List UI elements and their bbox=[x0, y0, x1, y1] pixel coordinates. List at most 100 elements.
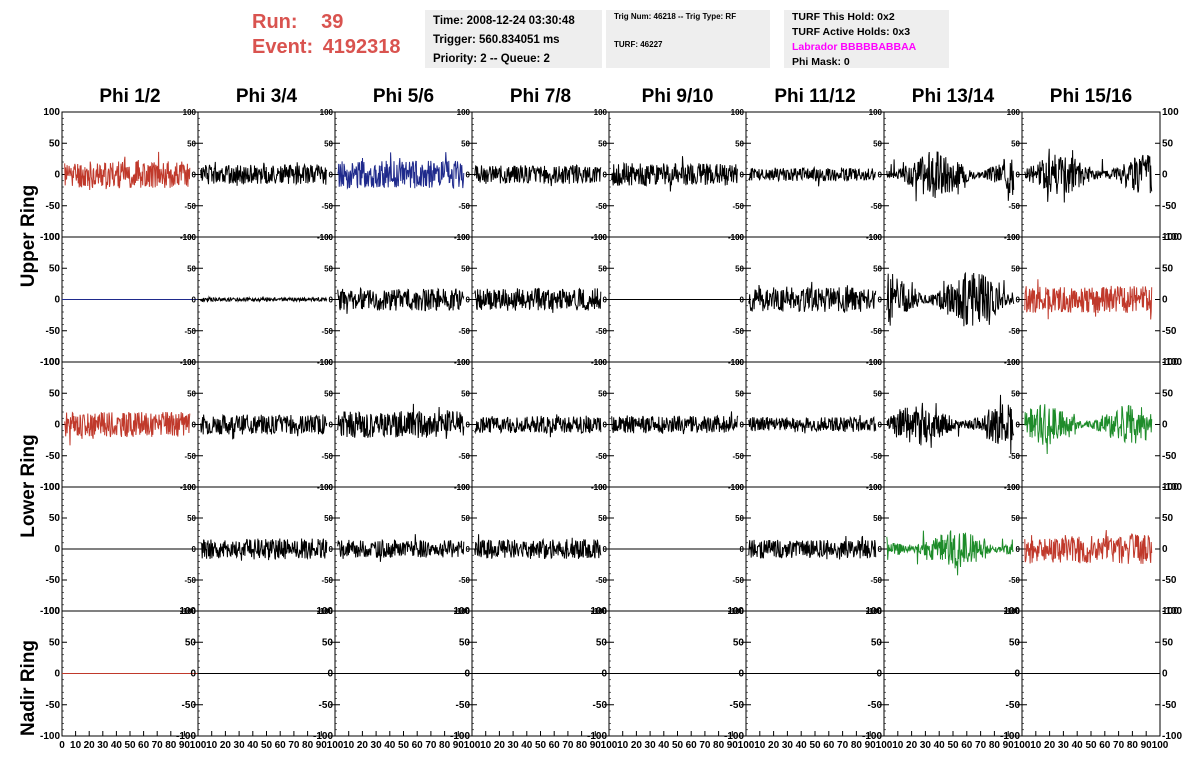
y-tick-label: 50 bbox=[1162, 513, 1174, 524]
turf-info-box: TURF This Hold: 0x2 TURF Active Holds: 0… bbox=[784, 10, 949, 68]
y-tick-label: 100 bbox=[594, 358, 608, 367]
turf-hold-text: TURF This Hold: 0x2 bbox=[792, 11, 895, 23]
y-tick-label: 50 bbox=[49, 263, 61, 274]
x-tick-label: 20 bbox=[494, 740, 506, 751]
x-tick-label: 100 bbox=[1152, 740, 1169, 751]
y-tick-label: 0 bbox=[740, 296, 745, 305]
y-tick-label: 50 bbox=[324, 264, 333, 273]
x-tick-label: 80 bbox=[302, 740, 314, 751]
x-tick-label: 10 bbox=[1030, 740, 1042, 751]
y-tick-label: 50 bbox=[735, 139, 744, 148]
y-tick-label: 100 bbox=[869, 358, 883, 367]
waveform-trace bbox=[337, 152, 465, 190]
y-tick-label: -100 bbox=[866, 483, 883, 492]
waveform-trace bbox=[1024, 404, 1153, 455]
y-tick-label: 0 bbox=[878, 421, 883, 430]
x-tick-label: 70 bbox=[152, 740, 164, 751]
x-tick-label: 20 bbox=[906, 740, 918, 751]
x-tick-label: 40 bbox=[796, 740, 808, 751]
y-tick-label: 100 bbox=[316, 606, 333, 617]
y-tick-label: 100 bbox=[1162, 606, 1179, 617]
y-tick-label: 50 bbox=[49, 138, 61, 149]
y-tick-label: 100 bbox=[43, 482, 60, 493]
y-tick-label: -100 bbox=[866, 233, 883, 242]
y-tick-label: 100 bbox=[865, 606, 882, 617]
y-tick-label: 50 bbox=[49, 637, 61, 648]
x-tick-label: 0 bbox=[59, 740, 65, 751]
y-tick-label: 0 bbox=[329, 545, 334, 554]
y-tick-label: -100 bbox=[317, 483, 334, 492]
turf-text: TURF: 46227 bbox=[614, 40, 663, 49]
y-tick-label: -100 bbox=[591, 483, 608, 492]
x-tick-label: 30 bbox=[508, 740, 520, 751]
y-tick-label: 100 bbox=[457, 233, 471, 242]
y-tick-label: 100 bbox=[320, 358, 334, 367]
y-tick-label: 50 bbox=[733, 637, 745, 648]
x-tick-label: 60 bbox=[1099, 740, 1111, 751]
y-tick-label: 0 bbox=[192, 171, 197, 180]
y-tick-label: 50 bbox=[873, 139, 882, 148]
y-tick-label: -100 bbox=[40, 357, 60, 368]
y-tick-label: -50 bbox=[456, 700, 471, 711]
y-tick-label: -100 bbox=[1004, 358, 1021, 367]
y-tick-label: -100 bbox=[176, 731, 196, 742]
y-tick-label: 50 bbox=[461, 139, 470, 148]
x-tick-label: 90 bbox=[453, 740, 465, 751]
y-tick-label: 0 bbox=[740, 171, 745, 180]
y-tick-label: 100 bbox=[183, 108, 197, 117]
y-tick-label: -50 bbox=[184, 327, 196, 336]
x-tick-label: 30 bbox=[234, 740, 246, 751]
y-tick-label: 50 bbox=[1011, 514, 1020, 523]
y-tick-label: 50 bbox=[187, 139, 196, 148]
y-tick-label: -100 bbox=[317, 607, 334, 616]
y-tick-label: 50 bbox=[461, 389, 470, 398]
y-tick-label: 0 bbox=[192, 421, 197, 430]
y-tick-label: -100 bbox=[1162, 606, 1182, 617]
y-tick-label: -50 bbox=[321, 327, 333, 336]
x-tick-label: 40 bbox=[1072, 740, 1084, 751]
y-tick-label: 0 bbox=[329, 171, 334, 180]
x-tick-label: 20 bbox=[768, 740, 780, 751]
y-tick-label: 0 bbox=[190, 669, 196, 680]
y-tick-label: 100 bbox=[727, 606, 744, 617]
y-tick-label: 50 bbox=[1011, 389, 1020, 398]
x-tick-label: 50 bbox=[124, 740, 136, 751]
y-tick-label: 0 bbox=[1162, 295, 1168, 306]
time-info-box: Time: 2008-12-24 03:30:48 Trigger: 560.8… bbox=[425, 10, 602, 68]
y-tick-label: 100 bbox=[731, 233, 745, 242]
x-tick-label: 100 bbox=[327, 740, 344, 751]
y-tick-label: 0 bbox=[878, 296, 883, 305]
y-tick-label: -50 bbox=[595, 327, 607, 336]
y-tick-label: -100 bbox=[180, 483, 197, 492]
y-tick-label: 0 bbox=[466, 421, 471, 430]
waveform-trace bbox=[64, 151, 191, 191]
y-tick-label: -50 bbox=[1162, 700, 1177, 711]
x-tick-label: 60 bbox=[823, 740, 835, 751]
y-tick-label: 50 bbox=[49, 513, 61, 524]
x-tick-label: 10 bbox=[892, 740, 904, 751]
y-tick-label: 100 bbox=[457, 358, 471, 367]
y-tick-label: 0 bbox=[1016, 171, 1021, 180]
x-tick-label: 60 bbox=[686, 740, 698, 751]
y-tick-label: -50 bbox=[732, 576, 744, 585]
y-tick-label: 100 bbox=[731, 108, 745, 117]
y-tick-label: -50 bbox=[870, 327, 882, 336]
x-tick-label: 80 bbox=[713, 740, 725, 751]
y-tick-label: 50 bbox=[1011, 264, 1020, 273]
y-tick-label: 50 bbox=[873, 264, 882, 273]
y-tick-label: 0 bbox=[192, 296, 197, 305]
column-header: Phi 13/14 bbox=[911, 86, 995, 107]
y-tick-label: 100 bbox=[1007, 358, 1021, 367]
y-tick-label: 50 bbox=[185, 637, 197, 648]
y-tick-label: 0 bbox=[603, 296, 608, 305]
y-tick-label: 50 bbox=[187, 389, 196, 398]
y-tick-label: 50 bbox=[1162, 637, 1174, 648]
y-tick-label: -100 bbox=[454, 358, 471, 367]
y-tick-label: -50 bbox=[458, 202, 470, 211]
y-tick-label: -50 bbox=[1162, 201, 1177, 212]
y-tick-label: -100 bbox=[454, 233, 471, 242]
x-tick-label: 30 bbox=[920, 740, 932, 751]
waveform-trace bbox=[337, 403, 465, 439]
priority-text: Priority: 2 -- Queue: 2 bbox=[433, 53, 550, 65]
y-tick-label: -100 bbox=[591, 233, 608, 242]
